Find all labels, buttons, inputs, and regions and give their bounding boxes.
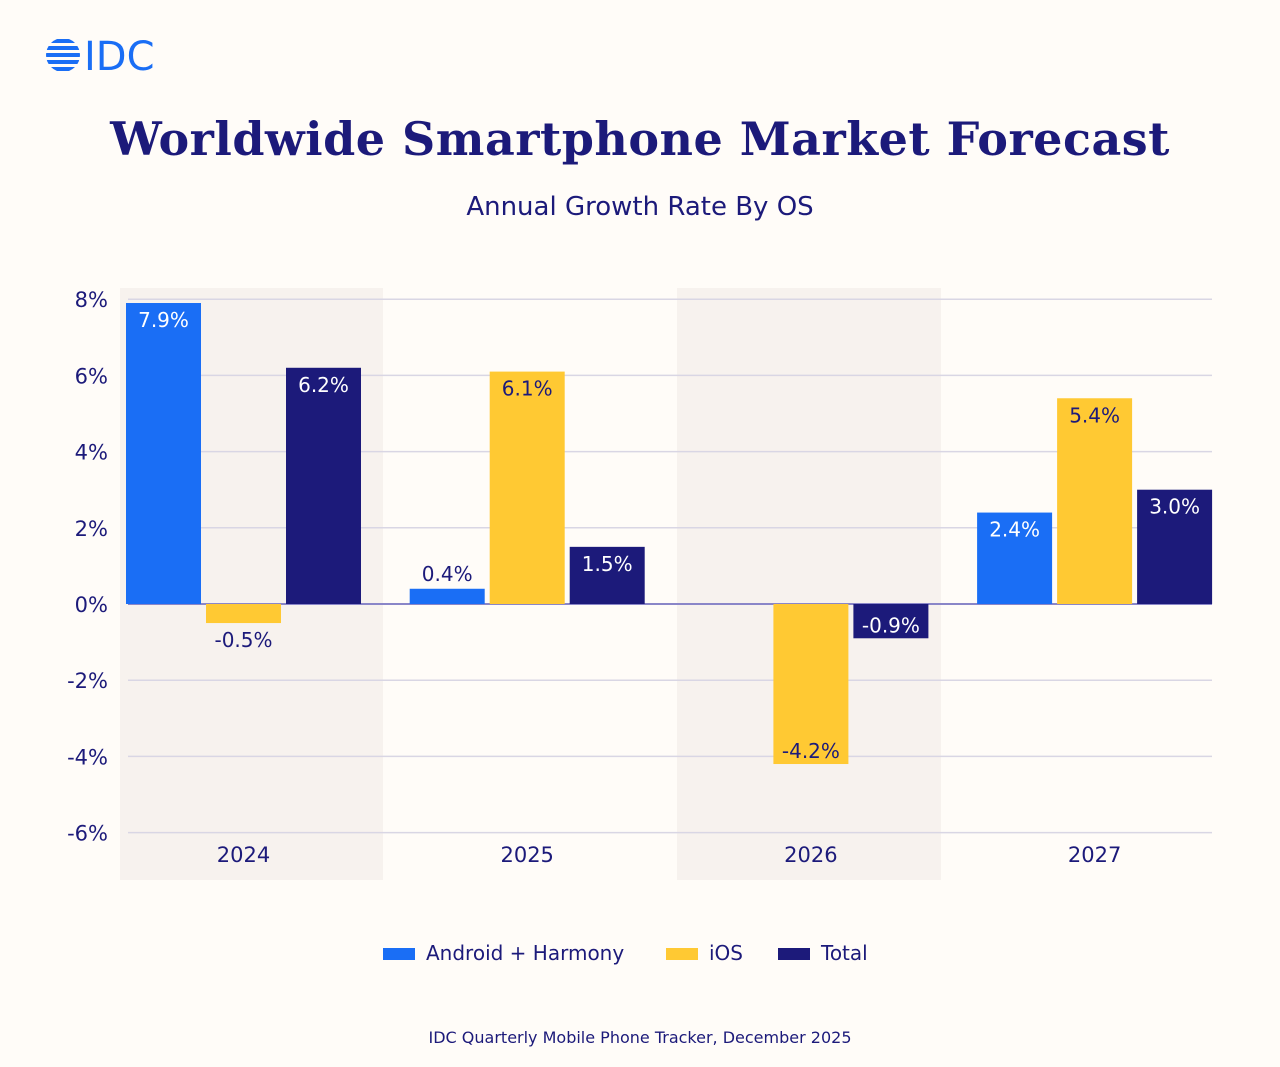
- data-label: 1.5%: [582, 552, 633, 576]
- shaded-band-2026: [677, 288, 941, 880]
- legend-swatch: [778, 948, 810, 960]
- bar-total-2027: [1137, 489, 1213, 604]
- legend-swatch: [666, 948, 698, 960]
- bar-ios-2026: [773, 604, 849, 765]
- bar-android-harmony-2025: [409, 588, 485, 604]
- data-label: 6.2%: [298, 373, 349, 397]
- x-tick-label: 2027: [1068, 843, 1121, 867]
- data-label: -0.5%: [214, 628, 272, 652]
- bar-ios-2027: [1057, 398, 1133, 604]
- data-label: -0.9%: [862, 613, 920, 637]
- legend-label: Total: [820, 941, 868, 965]
- data-label: 5.4%: [1069, 403, 1120, 427]
- y-tick-label: 4%: [75, 441, 108, 465]
- data-label: 7.9%: [138, 308, 189, 332]
- chart-subtitle: Annual Growth Rate By OS: [466, 192, 814, 222]
- x-tick-label: 2026: [784, 843, 837, 867]
- legend-label: Android + Harmony: [426, 941, 624, 965]
- bar-ios-2024: [206, 604, 281, 624]
- x-tick-label: 2025: [500, 843, 553, 867]
- y-tick-label: 6%: [75, 364, 108, 388]
- data-label: 3.0%: [1149, 495, 1200, 519]
- bar-total-2026: [853, 604, 929, 639]
- y-tick-label: -2%: [67, 669, 108, 693]
- bar-ios-2025: [489, 371, 565, 604]
- data-label: 2.4%: [989, 518, 1040, 542]
- y-tick-label: 8%: [75, 288, 108, 312]
- y-tick-label: 2%: [75, 517, 108, 541]
- legend-swatch: [383, 948, 415, 960]
- y-tick-label: -6%: [67, 822, 108, 846]
- bar-total-2025: [569, 546, 645, 604]
- bar-total-2024: [286, 367, 361, 604]
- source-note: IDC Quarterly Mobile Phone Tracker, Dece…: [428, 1028, 852, 1047]
- chart-title: Worldwide Smartphone Market Forecast: [110, 112, 1170, 166]
- idc-logo: IDC: [46, 34, 166, 80]
- x-tick-label: 2024: [217, 843, 270, 867]
- bar-android-harmony-2024: [126, 303, 201, 604]
- y-tick-label: -4%: [67, 745, 108, 769]
- svg-text:IDC: IDC: [84, 36, 155, 74]
- y-tick-label: 0%: [75, 593, 108, 617]
- data-label: -4.2%: [782, 739, 840, 763]
- legend-label: iOS: [709, 941, 743, 965]
- bar-android-harmony-2027: [977, 512, 1053, 604]
- data-label: 0.4%: [422, 562, 473, 586]
- data-label: 6.1%: [502, 377, 553, 401]
